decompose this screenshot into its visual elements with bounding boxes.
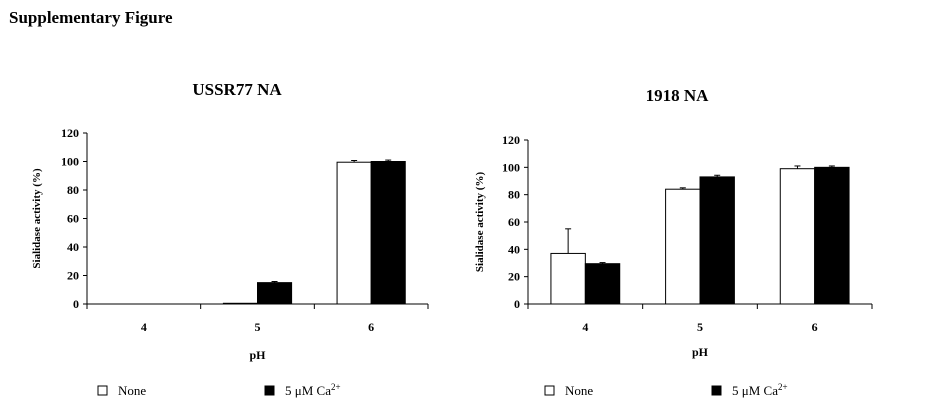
y-tick-label: 20 xyxy=(67,269,79,283)
chart-title: USSR77 NA xyxy=(192,80,282,99)
bar-none xyxy=(779,168,816,305)
y-tick-label: 20 xyxy=(508,270,520,284)
y-tick-label: 100 xyxy=(502,160,520,174)
chart-ussr77: USSR77 NA 0 20 40 60 80 100 120 4 5 6 pH Sialidase a… xyxy=(31,80,429,398)
y-tick-label: 40 xyxy=(67,240,79,254)
x-tick-label: 5 xyxy=(255,320,261,334)
legend-swatch-none xyxy=(544,385,555,396)
legend: None 5 μM Ca2+ xyxy=(544,382,788,398)
legend-label-none: None xyxy=(118,383,146,398)
bar-calcium xyxy=(370,161,406,305)
legend-label-calcium-text: 5 μM Ca xyxy=(732,383,778,398)
legend-label-calcium: 5 μM Ca2+ xyxy=(732,382,788,398)
y-tick-label: 40 xyxy=(508,242,520,256)
x-tick-label: 4 xyxy=(582,320,588,334)
bar-calcium xyxy=(257,282,293,305)
bar-none xyxy=(336,161,372,305)
y-axis-label: Sialidase activity (%) xyxy=(31,168,43,269)
page-title: Supplementary Figure xyxy=(9,8,173,27)
bar-calcium xyxy=(699,176,735,305)
legend-label-none: None xyxy=(565,383,593,398)
y-tick-label: 120 xyxy=(61,126,79,140)
y-tick-label: 100 xyxy=(61,155,79,169)
legend-label-calcium-sup: 2+ xyxy=(778,382,788,392)
y-axis-label: Sialidase activity (%) xyxy=(474,172,486,273)
bar-calcium xyxy=(584,263,621,305)
x-tick-label: 6 xyxy=(368,320,374,334)
x-tick-label: 4 xyxy=(141,320,147,334)
y-tick-label: 0 xyxy=(73,297,79,311)
y-tick-label: 80 xyxy=(508,188,520,202)
legend-label-calcium-text: 5 μM Ca xyxy=(285,383,331,398)
bar-none xyxy=(665,188,701,305)
legend-label-calcium-sup: 2+ xyxy=(331,382,341,392)
legend-swatch-calcium xyxy=(264,385,275,396)
x-tick-label: 6 xyxy=(812,320,818,334)
legend-swatch-none xyxy=(97,385,108,396)
bar-none xyxy=(550,252,586,305)
x-axis-label: pH xyxy=(692,345,709,359)
chart-1918: 1918 NA 0 20 40 60 80 100 120 4 5 6 pH Sialidase act… xyxy=(474,86,873,398)
y-tick-label: 120 xyxy=(502,133,520,147)
bar-none xyxy=(222,302,258,305)
x-tick-label: 5 xyxy=(697,320,703,334)
legend-label-calcium: 5 μM Ca2+ xyxy=(285,382,341,398)
y-tick-label: 60 xyxy=(67,212,79,226)
legend-swatch-calcium xyxy=(711,385,722,396)
y-tick-label: 60 xyxy=(508,215,520,229)
legend: None 5 μM Ca2+ xyxy=(97,382,341,398)
x-axis-label: pH xyxy=(249,348,266,362)
y-tick-label: 0 xyxy=(514,297,520,311)
bar-calcium xyxy=(814,166,850,305)
y-tick-label: 80 xyxy=(67,183,79,197)
chart-title: 1918 NA xyxy=(646,86,710,105)
